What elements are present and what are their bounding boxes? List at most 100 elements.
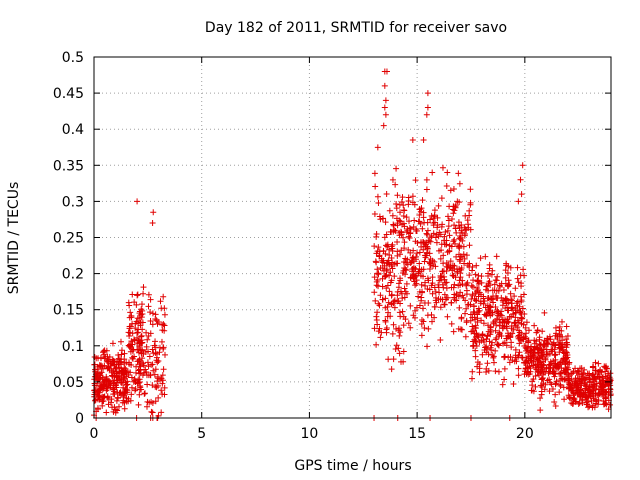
data-point bbox=[598, 369, 605, 376]
data-point bbox=[385, 299, 392, 306]
data-point bbox=[561, 356, 568, 363]
data-point bbox=[474, 285, 481, 292]
data-point bbox=[544, 340, 551, 347]
data-point bbox=[468, 282, 475, 289]
data-point bbox=[414, 240, 421, 247]
data-point bbox=[437, 337, 444, 344]
data-point bbox=[377, 216, 384, 223]
data-point bbox=[400, 358, 407, 365]
data-point bbox=[591, 373, 598, 380]
data-point bbox=[374, 193, 381, 200]
data-point bbox=[389, 265, 396, 272]
data-point bbox=[604, 375, 611, 382]
data-point bbox=[557, 383, 564, 390]
data-point bbox=[107, 399, 114, 406]
data-point bbox=[564, 332, 571, 339]
data-point bbox=[558, 318, 565, 325]
data-point bbox=[379, 259, 386, 266]
data-point bbox=[391, 304, 398, 311]
data-point bbox=[437, 255, 444, 262]
data-point bbox=[155, 357, 162, 364]
data-point bbox=[154, 378, 161, 385]
data-point bbox=[424, 227, 431, 234]
data-point bbox=[521, 310, 528, 317]
data-point bbox=[444, 169, 451, 176]
data-point bbox=[473, 262, 480, 269]
data-point bbox=[501, 365, 508, 372]
data-point bbox=[472, 271, 479, 278]
data-point bbox=[597, 379, 604, 386]
data-point bbox=[397, 209, 404, 216]
data-point bbox=[490, 320, 497, 327]
data-point bbox=[420, 214, 427, 221]
data-point bbox=[464, 217, 471, 224]
data-point bbox=[595, 360, 602, 367]
data-point bbox=[424, 275, 431, 282]
data-point bbox=[147, 296, 154, 303]
data-point bbox=[487, 312, 494, 319]
y-tick-label: 0.25 bbox=[53, 231, 84, 247]
data-point bbox=[569, 380, 576, 387]
data-point bbox=[420, 305, 427, 312]
data-point bbox=[372, 297, 379, 304]
data-point bbox=[410, 254, 417, 261]
data-point bbox=[386, 272, 393, 279]
data-point bbox=[508, 339, 515, 346]
data-point bbox=[565, 366, 572, 373]
data-point bbox=[456, 277, 463, 284]
data-point bbox=[599, 391, 606, 398]
data-point bbox=[538, 341, 545, 348]
data-point bbox=[98, 383, 105, 390]
data-point bbox=[584, 394, 591, 401]
data-point bbox=[549, 385, 556, 392]
data-point bbox=[467, 317, 474, 324]
data-point bbox=[456, 242, 463, 249]
data-point bbox=[158, 387, 165, 394]
data-point bbox=[520, 321, 527, 328]
data-point bbox=[111, 388, 118, 395]
data-point bbox=[538, 362, 545, 369]
data-point bbox=[138, 333, 145, 340]
data-point bbox=[596, 374, 603, 381]
data-point bbox=[510, 381, 517, 388]
data-point bbox=[480, 293, 487, 300]
data-point bbox=[582, 385, 589, 392]
data-point bbox=[379, 283, 386, 290]
data-point bbox=[396, 217, 403, 224]
data-point bbox=[139, 355, 146, 362]
data-point bbox=[548, 346, 555, 353]
data-point bbox=[551, 399, 558, 406]
data-point bbox=[399, 295, 406, 302]
data-point bbox=[423, 230, 430, 237]
data-point bbox=[419, 239, 426, 246]
data-point bbox=[136, 366, 143, 373]
data-point bbox=[472, 353, 479, 360]
data-point bbox=[94, 405, 101, 412]
data-point bbox=[410, 272, 417, 279]
data-point bbox=[402, 288, 409, 295]
data-point bbox=[472, 297, 479, 304]
data-point bbox=[522, 343, 529, 350]
data-point bbox=[552, 391, 559, 398]
data-point bbox=[389, 212, 396, 219]
data-point bbox=[558, 359, 565, 366]
data-point bbox=[539, 351, 546, 358]
data-point bbox=[556, 323, 563, 330]
data-point bbox=[153, 350, 160, 357]
data-point bbox=[474, 318, 481, 325]
x-tick-label: 10 bbox=[301, 426, 319, 442]
data-point bbox=[445, 223, 452, 230]
data-point bbox=[492, 368, 499, 375]
data-point bbox=[475, 280, 482, 287]
data-point bbox=[123, 382, 130, 389]
data-point bbox=[416, 260, 423, 267]
data-point bbox=[416, 302, 423, 309]
data-point bbox=[129, 355, 136, 362]
data-point bbox=[473, 331, 480, 338]
data-point bbox=[566, 359, 573, 366]
data-point bbox=[418, 297, 425, 304]
data-point bbox=[556, 331, 563, 338]
data-point bbox=[108, 396, 115, 403]
data-point bbox=[462, 310, 469, 317]
